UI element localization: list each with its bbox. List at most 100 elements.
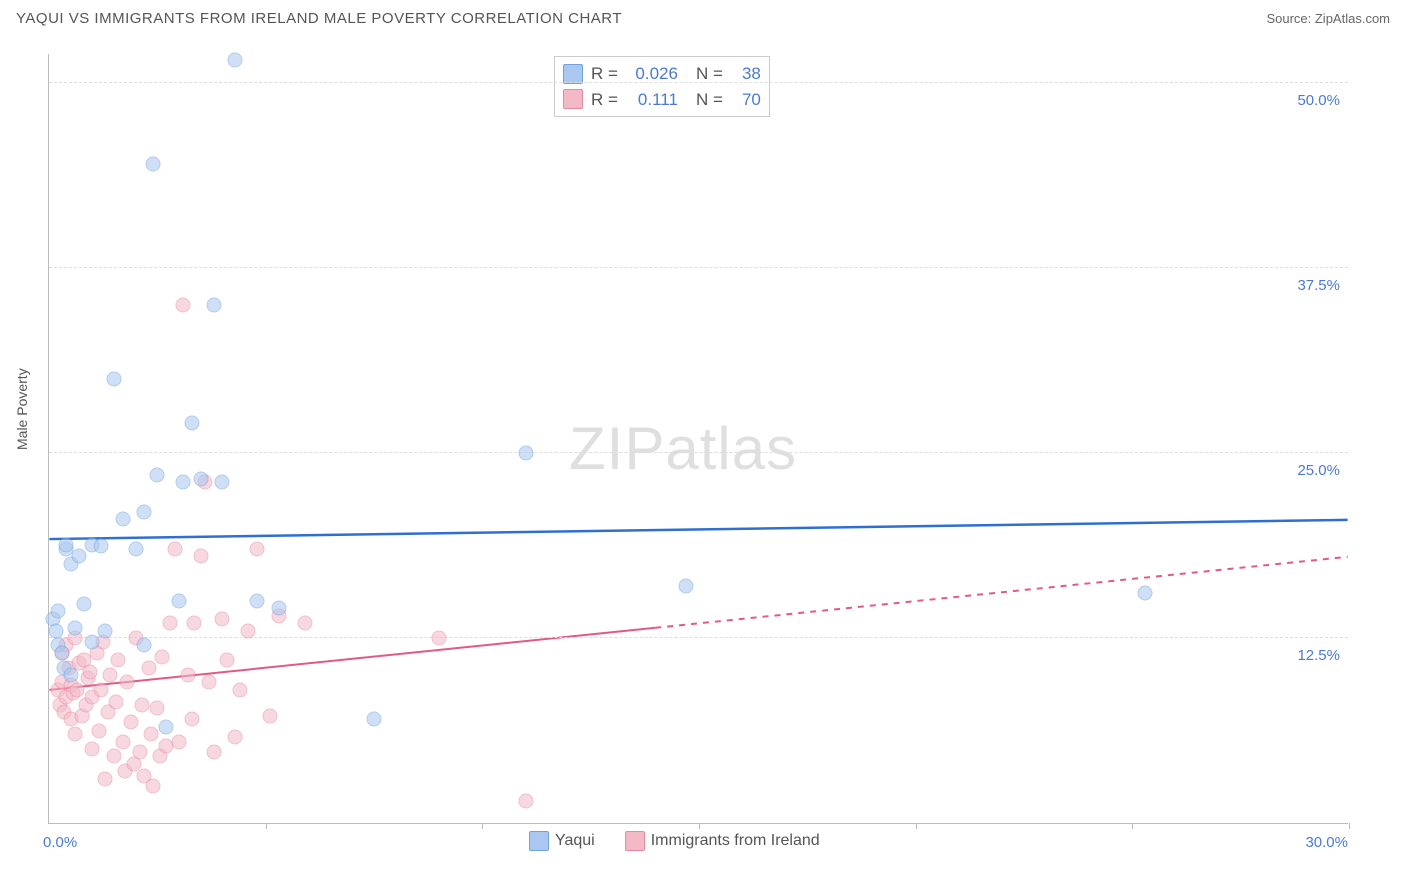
trend-lines <box>49 54 1348 823</box>
y-tick-label: 12.5% <box>1297 647 1340 664</box>
yaqui-point <box>228 53 243 68</box>
yaqui-point <box>150 468 165 483</box>
chart-header: YAQUI VS IMMIGRANTS FROM IRELAND MALE PO… <box>0 0 1406 33</box>
yaqui-point <box>172 593 187 608</box>
legend-stats-box: R = 0.026 N = 38R = 0.111 N = 70 <box>554 56 770 117</box>
n-label: N = <box>696 61 723 87</box>
yaqui-point <box>94 539 109 554</box>
yaqui-point <box>85 635 100 650</box>
ireland-point <box>133 744 148 759</box>
ireland-point <box>185 712 200 727</box>
yaqui-point <box>68 620 83 635</box>
ireland-point <box>107 749 122 764</box>
ireland-point <box>241 623 256 638</box>
legend-stats-row: R =0.111N =70 <box>563 87 761 113</box>
legend-label: Immigrants from Ireland <box>651 832 820 849</box>
chart-source: Source: ZipAtlas.com <box>1266 11 1390 26</box>
n-label: N = <box>696 87 723 113</box>
ireland-point <box>154 650 169 665</box>
y-tick-label: 50.0% <box>1297 92 1340 109</box>
x-tick <box>266 823 267 829</box>
watermark-bold: ZIP <box>569 415 665 482</box>
x-tick <box>699 823 700 829</box>
ireland-point <box>215 611 230 626</box>
legend-swatch <box>625 831 645 851</box>
ireland-point <box>102 667 117 682</box>
ireland-point <box>83 664 98 679</box>
ireland-point <box>172 734 187 749</box>
legend-swatch <box>529 831 549 851</box>
x-tick <box>1132 823 1133 829</box>
ireland-point <box>193 549 208 564</box>
gridline <box>49 267 1348 268</box>
ireland-point <box>432 630 447 645</box>
watermark-rest: atlas <box>665 415 797 482</box>
x-max-label: 30.0% <box>1305 834 1348 851</box>
ireland-point <box>98 771 113 786</box>
yaqui-point <box>1138 586 1153 601</box>
yaqui-point <box>193 472 208 487</box>
ireland-point <box>176 297 191 312</box>
n-value: 70 <box>731 87 761 113</box>
chart-title: YAQUI VS IMMIGRANTS FROM IRELAND MALE PO… <box>16 10 622 27</box>
yaqui-point <box>128 542 143 557</box>
ireland-point <box>85 741 100 756</box>
ireland-point <box>70 682 85 697</box>
ireland-point <box>146 778 161 793</box>
ireland-point <box>180 667 195 682</box>
ireland-point <box>111 653 126 668</box>
r-value: 0.026 <box>626 61 678 87</box>
y-tick-label: 25.0% <box>1297 462 1340 479</box>
yaqui-point <box>176 475 191 490</box>
yaqui-point <box>146 157 161 172</box>
ireland-point <box>124 715 139 730</box>
yaqui-point <box>98 623 113 638</box>
ireland-point <box>143 727 158 742</box>
legend-stats-row: R = 0.026 N = 38 <box>563 61 761 87</box>
watermark: ZIPatlas <box>569 414 797 483</box>
yaqui-point <box>107 371 122 386</box>
yaqui-point <box>137 505 152 520</box>
ireland-point <box>163 616 178 631</box>
ireland-point <box>135 697 150 712</box>
yaqui-point <box>185 416 200 431</box>
legend-item-ireland: Immigrants from Ireland <box>625 831 820 851</box>
yaqui-point <box>518 445 533 460</box>
legend-swatch <box>563 89 583 109</box>
ireland-point <box>206 744 221 759</box>
ireland-point <box>232 682 247 697</box>
ireland-point <box>297 616 312 631</box>
ireland-point <box>109 694 124 709</box>
ireland-point <box>167 542 182 557</box>
ireland-point <box>263 709 278 724</box>
yaqui-point <box>206 297 221 312</box>
gridline <box>49 82 1348 83</box>
legend-label: Yaqui <box>555 832 595 849</box>
r-label: R = <box>591 61 618 87</box>
n-value: 38 <box>731 61 761 87</box>
yaqui-point <box>367 712 382 727</box>
yaqui-point <box>250 593 265 608</box>
x-min-label: 0.0% <box>43 834 77 851</box>
yaqui-point <box>679 579 694 594</box>
ireland-point <box>68 727 83 742</box>
y-axis-label: Male Poverty <box>14 368 30 450</box>
yaqui-point <box>59 537 74 552</box>
yaqui-point <box>215 475 230 490</box>
ireland-point <box>115 734 130 749</box>
scatter-chart: ZIPatlas R =0.026N =38R =0.111N =70 Yaqu… <box>48 54 1348 824</box>
ireland-point <box>141 660 156 675</box>
ireland-point <box>150 700 165 715</box>
ireland-point <box>91 724 106 739</box>
x-tick <box>482 823 483 829</box>
ireland-point <box>518 793 533 808</box>
r-value: 0.111 <box>626 87 678 113</box>
ireland-point <box>120 675 135 690</box>
ireland-point <box>250 542 265 557</box>
x-tick <box>1349 823 1350 829</box>
yaqui-point <box>63 667 78 682</box>
ireland-point <box>187 616 202 631</box>
yaqui-point <box>55 645 70 660</box>
gridline <box>49 452 1348 453</box>
ireland-point <box>228 730 243 745</box>
